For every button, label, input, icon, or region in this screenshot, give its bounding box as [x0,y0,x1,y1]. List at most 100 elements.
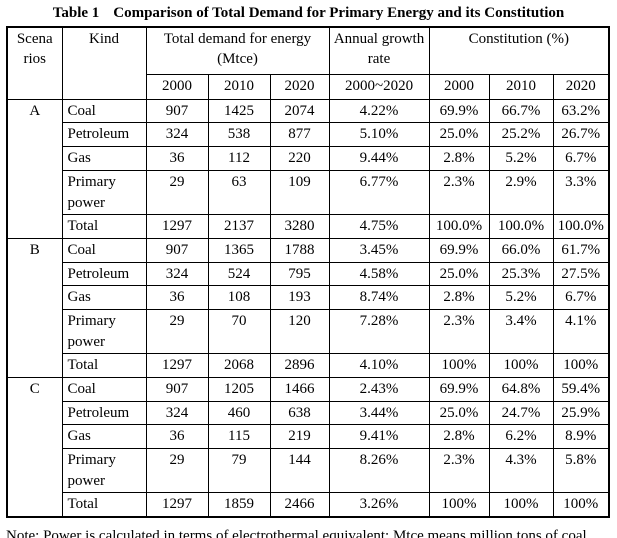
kind-cell: Total [61,353,147,378]
value-cell: 59.4% [552,377,610,402]
value-cell: 2.8% [428,424,490,450]
value-cell: 3.4% [488,308,554,355]
value-cell: 907 [145,98,209,124]
value-cell: 2074 [269,98,330,124]
value-cell: 3.3% [552,169,610,216]
table-row: Gas 36 108 193 8.74% 2.8% 5.2% 6.7% [7,285,610,310]
value-cell: 66.0% [488,237,554,263]
value-cell: 3.26% [328,492,430,518]
value-cell: 4.10% [328,353,430,378]
value-cell: 1297 [145,353,209,378]
value-cell: 115 [207,424,271,450]
kind-cell: Primary power [61,448,147,494]
value-cell: 1297 [145,214,209,239]
value-cell: 2.8% [428,285,490,310]
value-cell: 100% [428,353,490,378]
value-cell: 524 [207,261,271,287]
value-cell: 5.2% [488,285,554,310]
value-cell: 36 [145,146,209,171]
table-body: A Coal 907 1425 2074 4.22% 69.9% 66.7% 63.2% Petr… [6,98,610,518]
value-cell: 36 [145,285,209,310]
value-cell: 1365 [207,237,271,263]
value-cell: 24.7% [488,400,554,426]
value-cell: 1859 [207,492,271,518]
table-title: Table 1 Comparison of Total Demand for Pr… [6,4,611,23]
table-row: Petroleum 324 460 638 3.44% 25.0% 24.7% 25.9% [7,400,610,426]
value-cell: 3.45% [328,237,430,263]
value-cell: 1297 [145,492,209,518]
value-cell: 100.0% [552,214,610,239]
demand-group-label: Total demand for energy [163,30,312,47]
value-cell: 25.0% [428,122,490,148]
table-row: B Coal 907 1365 1788 3.45% 69.9% 66.0% 61.7% [6,237,610,379]
energy-demand-table: Scena rios Kind Total demand for energy … [6,25,611,519]
value-cell: 100.0% [428,214,490,239]
value-cell: 2.9% [488,169,554,216]
header-group-row: Scena rios Kind Total demand for energy … [6,26,610,100]
value-cell: 2137 [207,214,271,239]
col-header-constitution-2020: 2020 [552,73,610,100]
col-header-growth-period: 2000~2020 [328,73,430,100]
value-cell: 6.77% [328,169,430,216]
table-row: C Coal 907 1205 1466 2.43% 69.9% 64.8% 59.4% [6,377,610,518]
value-cell: 6.2% [488,424,554,450]
value-cell: 109 [269,169,330,216]
value-cell: 69.9% [428,377,490,402]
value-cell: 2.8% [428,146,490,171]
value-cell: 69.9% [428,98,490,124]
value-cell: 63.2% [552,98,610,124]
demand-group-unit: (Mtce) [217,51,258,68]
table-row: Gas 36 115 219 9.41% 2.8% 6.2% 8.9% [7,424,610,450]
value-cell: 66.7% [488,98,554,124]
value-cell: 63 [207,169,271,216]
value-cell: 100% [428,492,490,518]
value-cell: 1205 [207,377,271,402]
value-cell: 2896 [269,353,330,378]
col-header-constitution-2010: 2010 [488,73,554,100]
value-cell: 1788 [269,237,330,263]
kind-cell: Total [61,214,147,239]
value-cell: 638 [269,400,330,426]
col-header-scenarios: Scena rios [6,26,63,100]
col-header-kind: Kind [61,26,147,100]
value-cell: 9.41% [328,424,430,450]
kind-cell: Petroleum [61,261,147,287]
kind-cell: Coal [61,98,147,124]
value-cell: 6.7% [552,285,610,310]
col-header-growth-group: Annual growth rate [328,26,430,75]
kind-cell: Primary power [61,169,147,216]
kind-cell: Gas [61,424,147,450]
value-cell: 5.2% [488,146,554,171]
kind-cell: Total [61,492,147,518]
value-cell: 4.22% [328,98,430,124]
value-cell: 6.7% [552,146,610,171]
value-cell: 8.74% [328,285,430,310]
value-cell: 25.0% [428,261,490,287]
value-cell: 4.3% [488,448,554,494]
kind-cell: Coal [61,377,147,402]
value-cell: 3280 [269,214,330,239]
header-year-row: 2000 2010 2020 2000~2020 2000 2010 2020 [7,73,610,100]
col-header-demand-2000: 2000 [145,73,209,100]
value-cell: 7.28% [328,308,430,355]
value-cell: 100% [488,492,554,518]
value-cell: 5.8% [552,448,610,494]
table-row: Total 1297 2068 2896 4.10% 100% 100% 100% [7,353,610,378]
col-header-demand-group: Total demand for energy (Mtce) [145,26,330,75]
table-row: Primary power 29 70 120 7.28% 2.3% 3.4% 4.1% [7,308,610,355]
value-cell: 79 [207,448,271,494]
table-row: Total 1297 2137 3280 4.75% 100.0% 100.0% 100.0% [7,214,610,239]
table-row: Primary power 29 63 109 6.77% 2.3% 2.9% 3.3% [7,169,610,216]
col-header-demand-2020: 2020 [269,73,330,100]
value-cell: 2.3% [428,308,490,355]
value-cell: 100% [552,492,610,518]
table-row: Petroleum 324 524 795 4.58% 25.0% 25.3% 27.5% [7,261,610,287]
table-number: Table 1 [52,5,100,21]
col-header-scenarios-line1: Scena [16,30,53,47]
value-cell: 61.7% [552,237,610,263]
value-cell: 29 [145,169,209,216]
value-cell: 877 [269,122,330,148]
table-header: Scena rios Kind Total demand for energy … [6,26,610,100]
value-cell: 4.58% [328,261,430,287]
value-cell: 2068 [207,353,271,378]
